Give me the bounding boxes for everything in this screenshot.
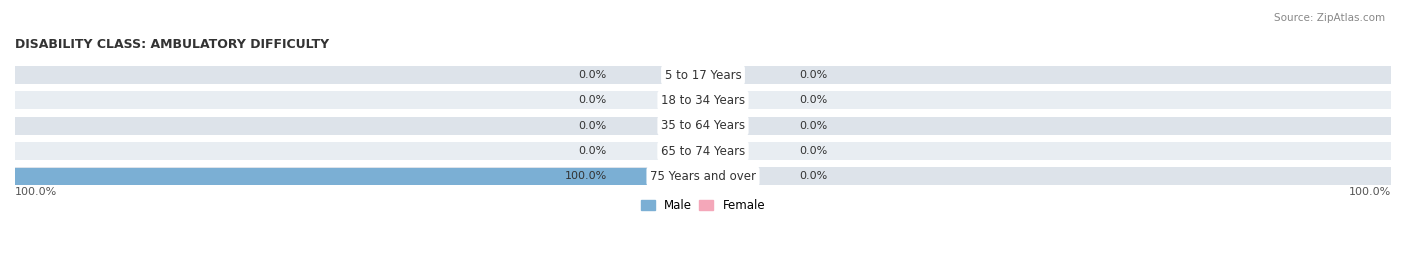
Bar <box>15 167 1391 185</box>
Text: 100.0%: 100.0% <box>15 187 58 197</box>
Bar <box>15 142 1391 160</box>
Text: 0.0%: 0.0% <box>800 121 828 131</box>
Text: 65 to 74 Years: 65 to 74 Years <box>661 144 745 158</box>
Text: DISABILITY CLASS: AMBULATORY DIFFICULTY: DISABILITY CLASS: AMBULATORY DIFFICULTY <box>15 38 329 51</box>
Text: 18 to 34 Years: 18 to 34 Years <box>661 94 745 107</box>
Bar <box>15 116 1391 135</box>
Bar <box>15 66 1391 84</box>
Legend: Male, Female: Male, Female <box>636 194 770 217</box>
Text: 0.0%: 0.0% <box>800 70 828 80</box>
Text: Source: ZipAtlas.com: Source: ZipAtlas.com <box>1274 13 1385 23</box>
Text: 5 to 17 Years: 5 to 17 Years <box>665 69 741 82</box>
Text: 0.0%: 0.0% <box>800 171 828 181</box>
Text: 0.0%: 0.0% <box>578 95 606 105</box>
Text: 100.0%: 100.0% <box>564 171 606 181</box>
Text: 0.0%: 0.0% <box>578 70 606 80</box>
Text: 0.0%: 0.0% <box>800 95 828 105</box>
Text: 0.0%: 0.0% <box>578 121 606 131</box>
Text: 0.0%: 0.0% <box>800 146 828 156</box>
Text: 75 Years and over: 75 Years and over <box>650 170 756 183</box>
Text: 0.0%: 0.0% <box>578 146 606 156</box>
Text: 100.0%: 100.0% <box>1348 187 1391 197</box>
Text: 35 to 64 Years: 35 to 64 Years <box>661 119 745 132</box>
Bar <box>15 91 1391 109</box>
Bar <box>15 168 703 185</box>
